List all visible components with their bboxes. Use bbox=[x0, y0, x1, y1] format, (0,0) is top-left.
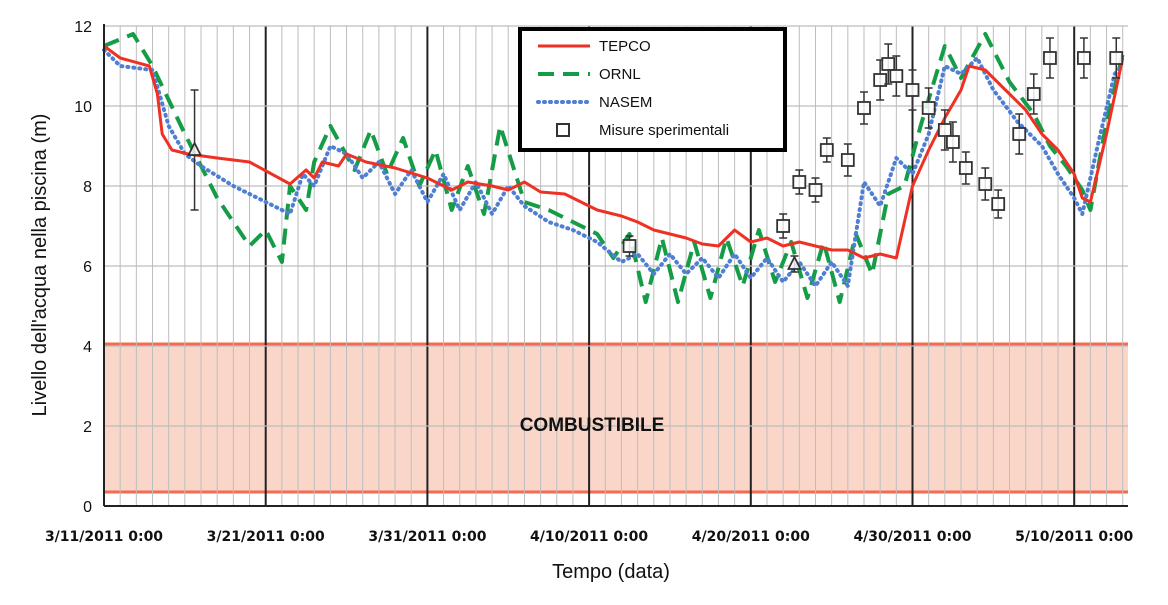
measurement-point bbox=[840, 153, 855, 167]
measurement-point bbox=[937, 123, 952, 137]
measurement-markers bbox=[187, 37, 1124, 273]
legend-label: Misure sperimentali bbox=[599, 122, 729, 139]
measurement-point bbox=[857, 101, 871, 115]
measurement-point bbox=[1109, 51, 1124, 65]
measurement-point bbox=[808, 183, 823, 197]
axes bbox=[103, 24, 1128, 507]
legend-swatch-measurements bbox=[556, 123, 570, 137]
measurement-point bbox=[958, 161, 973, 175]
measurement-point bbox=[1043, 51, 1057, 65]
y-tick-label: 2 bbox=[83, 419, 92, 436]
fuel-band bbox=[104, 342, 1128, 494]
y-tick-label: 6 bbox=[83, 259, 92, 276]
measurement-point bbox=[1026, 87, 1041, 101]
tick-labels: 0 2 4 6 8 10 12 3/11/2011 0:00 3/21/2011 0:00 3/3… bbox=[45, 19, 1134, 545]
measurement-point bbox=[1077, 51, 1091, 65]
fuel-band-label: COMBUSTIBILE bbox=[520, 415, 665, 436]
x-tick-label: 4/30/2011 0:00 bbox=[853, 529, 971, 545]
measurement-point bbox=[946, 135, 960, 149]
legend-label: NASEM bbox=[599, 94, 652, 111]
y-tick-label: 10 bbox=[74, 99, 92, 116]
series-line-ornl bbox=[103, 32, 1125, 304]
y-tick-label: 8 bbox=[83, 179, 92, 196]
measurement-point bbox=[905, 83, 920, 97]
measurement-point bbox=[991, 197, 1006, 211]
fuel-band-area bbox=[104, 344, 1128, 492]
measurement-point bbox=[921, 101, 936, 115]
x-tick-label: 4/20/2011 0:00 bbox=[692, 529, 810, 545]
measurement-point bbox=[792, 175, 807, 189]
x-tick-label: 5/10/2011 0:00 bbox=[1015, 529, 1133, 545]
legend-label: TEPCO bbox=[599, 38, 651, 55]
series-lines bbox=[102, 32, 1125, 304]
measurement-point bbox=[873, 73, 888, 87]
x-tick-label: 3/11/2011 0:00 bbox=[45, 529, 163, 545]
measurement-point bbox=[978, 177, 993, 191]
series-line-nasem bbox=[102, 48, 1125, 288]
y-tick-label: 0 bbox=[83, 499, 92, 516]
measurement-point bbox=[776, 219, 791, 233]
measurement-point bbox=[819, 143, 834, 157]
triangle-marker bbox=[187, 140, 203, 156]
legend: TEPCO ORNL NASEM Misure sperimentali bbox=[518, 27, 787, 152]
x-tick-label: 3/31/2011 0:00 bbox=[368, 529, 486, 545]
x-axis-label: Tempo (data) bbox=[552, 561, 670, 583]
series-line-tepco bbox=[103, 44, 1125, 260]
triangle-marker bbox=[787, 254, 802, 270]
measurement-point bbox=[622, 239, 637, 253]
y-tick-label: 4 bbox=[83, 339, 92, 356]
x-tick-label: 4/10/2011 0:00 bbox=[530, 529, 648, 545]
x-tick-label: 3/21/2011 0:00 bbox=[207, 529, 325, 545]
y-tick-label: 12 bbox=[74, 19, 92, 36]
y-axis-label: Livello dell'acqua nella piscina (m) bbox=[29, 114, 51, 417]
measurement-point bbox=[881, 57, 896, 71]
legend-label: ORNL bbox=[599, 66, 641, 83]
measurement-point bbox=[1012, 127, 1027, 141]
measurement-point bbox=[889, 69, 904, 83]
